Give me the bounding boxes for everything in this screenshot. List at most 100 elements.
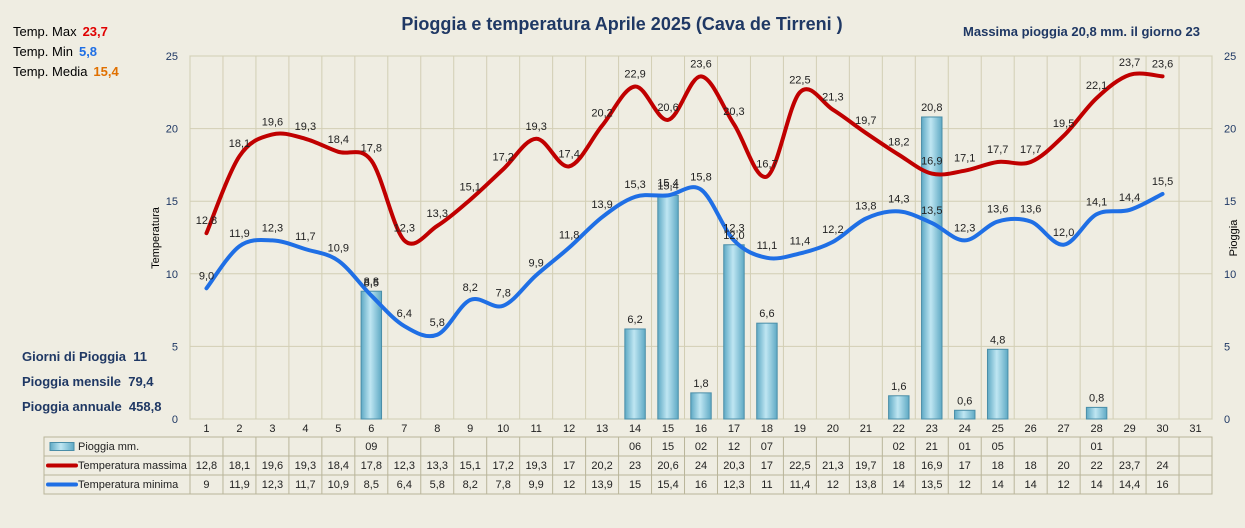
tmin-data-label: 5,8 [430, 317, 445, 329]
tmax-data-label: 23,7 [1119, 57, 1140, 69]
rain-data-label: 6,2 [627, 314, 642, 326]
tmax-data-label: 19,3 [295, 121, 316, 133]
stat-tmed-value: 15,4 [93, 64, 119, 79]
tmax-data-label: 17,7 [1020, 144, 1041, 156]
table-cell: 07 [761, 441, 773, 453]
x-tick-label: 4 [302, 423, 308, 435]
stat-tmax-value: 23,7 [82, 24, 108, 39]
tmin-data-label: 15,4 [657, 177, 678, 189]
tmin-data-label: 7,8 [496, 288, 511, 300]
x-tick-label: 8 [434, 423, 440, 435]
legend-entry: Pioggia mm. [78, 441, 139, 453]
table-cell: 18 [992, 460, 1004, 472]
table-cell: 22 [1090, 460, 1102, 472]
table-cell: 19,6 [262, 460, 283, 472]
tmax-data-label: 17,4 [558, 148, 579, 160]
table-cell: 20 [1058, 460, 1070, 472]
table-cell: 18,4 [328, 460, 349, 472]
tmin-data-label: 11,9 [229, 228, 250, 240]
y-tick-label-left: 15 [166, 196, 178, 208]
rain-bar [723, 244, 745, 420]
tmin-data-label: 8,2 [463, 282, 478, 294]
table-cell: 18 [1025, 460, 1037, 472]
y-tick-label-right: 10 [1224, 269, 1236, 281]
table-cell: 13,3 [427, 460, 448, 472]
table-cell: 17,8 [361, 460, 382, 472]
rain-bar [624, 328, 646, 420]
tmin-data-label: 12,0 [1053, 227, 1074, 239]
table-cell: 7,8 [496, 479, 511, 491]
table-cell: 11 [761, 479, 772, 491]
tmin-data-label: 11,8 [559, 230, 580, 242]
rain-days-value: 11 [133, 349, 147, 364]
x-tick-label: 21 [860, 423, 872, 435]
tmax-line [204, 71, 1165, 246]
tmax-data-label: 16,9 [921, 156, 942, 168]
tmax-data-label: 22,1 [1086, 80, 1107, 92]
table-cell: 15,1 [460, 460, 481, 472]
tmax-data-label: 19,5 [1053, 118, 1074, 130]
tmin-data-label: 8,5 [364, 278, 379, 290]
rain-monthly-value: 79,4 [128, 374, 154, 389]
y-axis-label-right: Pioggia [1228, 219, 1240, 257]
table-cell: 11,7 [295, 479, 316, 491]
max-rain-note: Massima pioggia 20,8 mm. il giorno 23 [963, 24, 1200, 39]
tmax-data-label: 17,7 [987, 144, 1008, 156]
y-tick-label-left: 0 [172, 414, 178, 426]
tmin-line [204, 185, 1165, 339]
tmax-data-label: 13,3 [427, 208, 448, 220]
tmax-data-label: 19,3 [525, 121, 546, 133]
tmax-data-label: 21,3 [822, 92, 843, 104]
rain-data-label: 1,8 [693, 378, 708, 390]
chart-title: Pioggia e temperatura Aprile 2025 (Cava … [401, 14, 842, 34]
x-tick-label: 18 [761, 423, 773, 435]
table-cell: 14 [1025, 479, 1037, 491]
tmin-data-label: 12,2 [822, 224, 843, 236]
table-cell: 17,2 [492, 460, 513, 472]
x-tick-label: 25 [992, 423, 1004, 435]
table-cell: 22,5 [789, 460, 810, 472]
rain-bar [986, 348, 1009, 420]
tmin-data-label: 11,7 [295, 231, 316, 243]
y-tick-label-right: 25 [1224, 51, 1236, 63]
tmin-data-label: 13,6 [1020, 204, 1041, 216]
stat-tmin-label: Temp. Min [13, 44, 73, 59]
x-tick-label: 16 [695, 423, 707, 435]
y-axis-label-left: Temperatura [150, 206, 162, 269]
table-cell: 12 [563, 479, 575, 491]
x-tick-label: 5 [335, 423, 341, 435]
x-tick-label: 1 [203, 423, 209, 435]
table-cell: 12 [959, 479, 971, 491]
table-cell: 12,3 [723, 479, 744, 491]
tmin-data-label: 12,3 [262, 222, 283, 234]
rain-data-label: 6,6 [759, 308, 774, 320]
table-cell: 12 [728, 441, 740, 453]
tmax-data-label: 20,2 [591, 108, 612, 120]
rain-data-label: 0,6 [957, 395, 972, 407]
table-cell: 18 [893, 460, 905, 472]
table-cell: 9 [203, 479, 209, 491]
table-cell: 17 [761, 460, 773, 472]
x-tick-label: 24 [959, 423, 971, 435]
y-tick-label-right: 20 [1224, 124, 1236, 136]
stat-tmed: Temp. Media 15,4 [13, 64, 119, 79]
rain-bar [360, 290, 383, 420]
x-tick-label: 10 [497, 423, 509, 435]
tmax-data-label: 18,1 [229, 138, 250, 150]
table-cell: 6,4 [397, 479, 412, 491]
table-cell: 19,7 [855, 460, 876, 472]
x-tick-label: 12 [563, 423, 575, 435]
table-cell: 15,4 [657, 479, 678, 491]
tmax-data-label: 22,5 [789, 74, 810, 86]
x-tick-label: 6 [368, 423, 374, 435]
table-cell: 23,7 [1119, 460, 1140, 472]
table-cell: 12 [827, 479, 839, 491]
rain-monthly-label: Pioggia mensile [22, 374, 121, 389]
tmax-data-label: 18,2 [888, 137, 909, 149]
x-tick-label: 13 [596, 423, 608, 435]
rain-annual: Pioggia annuale 458,8 [22, 399, 161, 414]
tmax-data-label: 17,2 [492, 151, 513, 163]
y-tick-label-right: 0 [1224, 414, 1230, 426]
x-tick-label: 9 [467, 423, 473, 435]
